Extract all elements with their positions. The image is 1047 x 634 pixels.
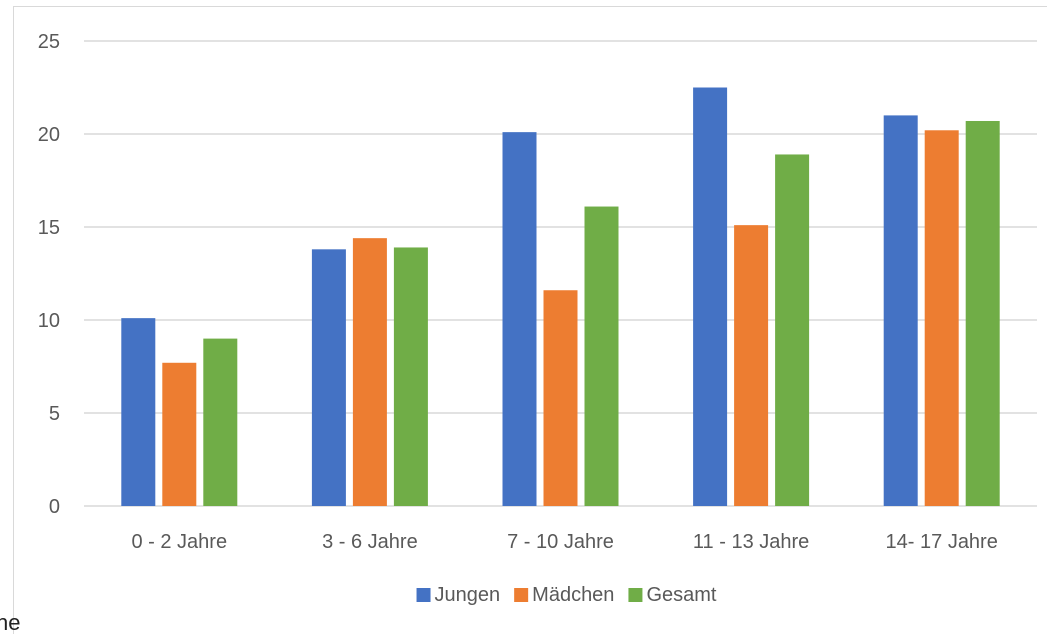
- bar-jungen-0[interactable]: [121, 318, 156, 506]
- legend-label: Mädchen: [532, 584, 614, 606]
- bar-gesamt-0[interactable]: [203, 338, 238, 506]
- bar-jungen-3[interactable]: [693, 87, 728, 507]
- legend-item-jungen[interactable]: Jungen: [416, 584, 501, 606]
- bar-mädchen-3[interactable]: [734, 225, 769, 506]
- bar-jungen-4[interactable]: [883, 115, 918, 507]
- legend-item-mädchen[interactable]: Mädchen: [514, 584, 614, 606]
- bar-gesamt-2[interactable]: [584, 206, 619, 507]
- x-tick-label: 11 - 13 Jahre: [693, 531, 809, 553]
- cropped-text-fragment: he: [0, 610, 21, 634]
- x-tick-label: 3 - 6 Jahre: [322, 531, 418, 553]
- x-tick-label: 7 - 10 Jahre: [507, 531, 614, 553]
- bar-gesamt-4[interactable]: [965, 120, 1000, 506]
- bar-jungen-1[interactable]: [311, 249, 346, 506]
- legend-swatch: [514, 588, 529, 602]
- bar-gesamt-1[interactable]: [393, 247, 428, 506]
- bar-jungen-2[interactable]: [502, 132, 537, 506]
- bar-mädchen-4[interactable]: [924, 130, 959, 506]
- y-tick-label: 15: [38, 217, 60, 239]
- legend-item-gesamt[interactable]: Gesamt: [628, 584, 717, 606]
- legend-swatch: [416, 588, 431, 602]
- bar-mädchen-1[interactable]: [352, 238, 387, 506]
- y-tick-label: 5: [49, 403, 60, 425]
- gridlines: [84, 40, 1037, 507]
- bar-gesamt-3[interactable]: [775, 154, 810, 506]
- bar-mädchen-2[interactable]: [543, 290, 578, 506]
- y-tick-label: 10: [38, 310, 60, 332]
- legend-label: Gesamt: [646, 584, 716, 606]
- x-tick-label: 0 - 2 Jahre: [131, 531, 227, 553]
- legend-swatch: [628, 588, 643, 602]
- y-axis-tick-labels: 0 5 10 15 20 25: [38, 31, 60, 518]
- y-tick-label: 20: [38, 124, 60, 146]
- bar-mädchen-0[interactable]: [162, 362, 197, 506]
- bars: [121, 87, 1000, 507]
- legend-label: Jungen: [435, 584, 501, 606]
- y-tick-label: 0: [49, 496, 60, 518]
- x-axis-tick-labels: 0 - 2 Jahre 3 - 6 Jahre 7 - 10 Jahre 11 - 1…: [131, 531, 997, 553]
- y-tick-label: 25: [38, 31, 60, 53]
- x-tick-label: 14- 17 Jahre: [886, 531, 998, 553]
- legend[interactable]: Jungen Mädchen Gesamt: [416, 584, 717, 606]
